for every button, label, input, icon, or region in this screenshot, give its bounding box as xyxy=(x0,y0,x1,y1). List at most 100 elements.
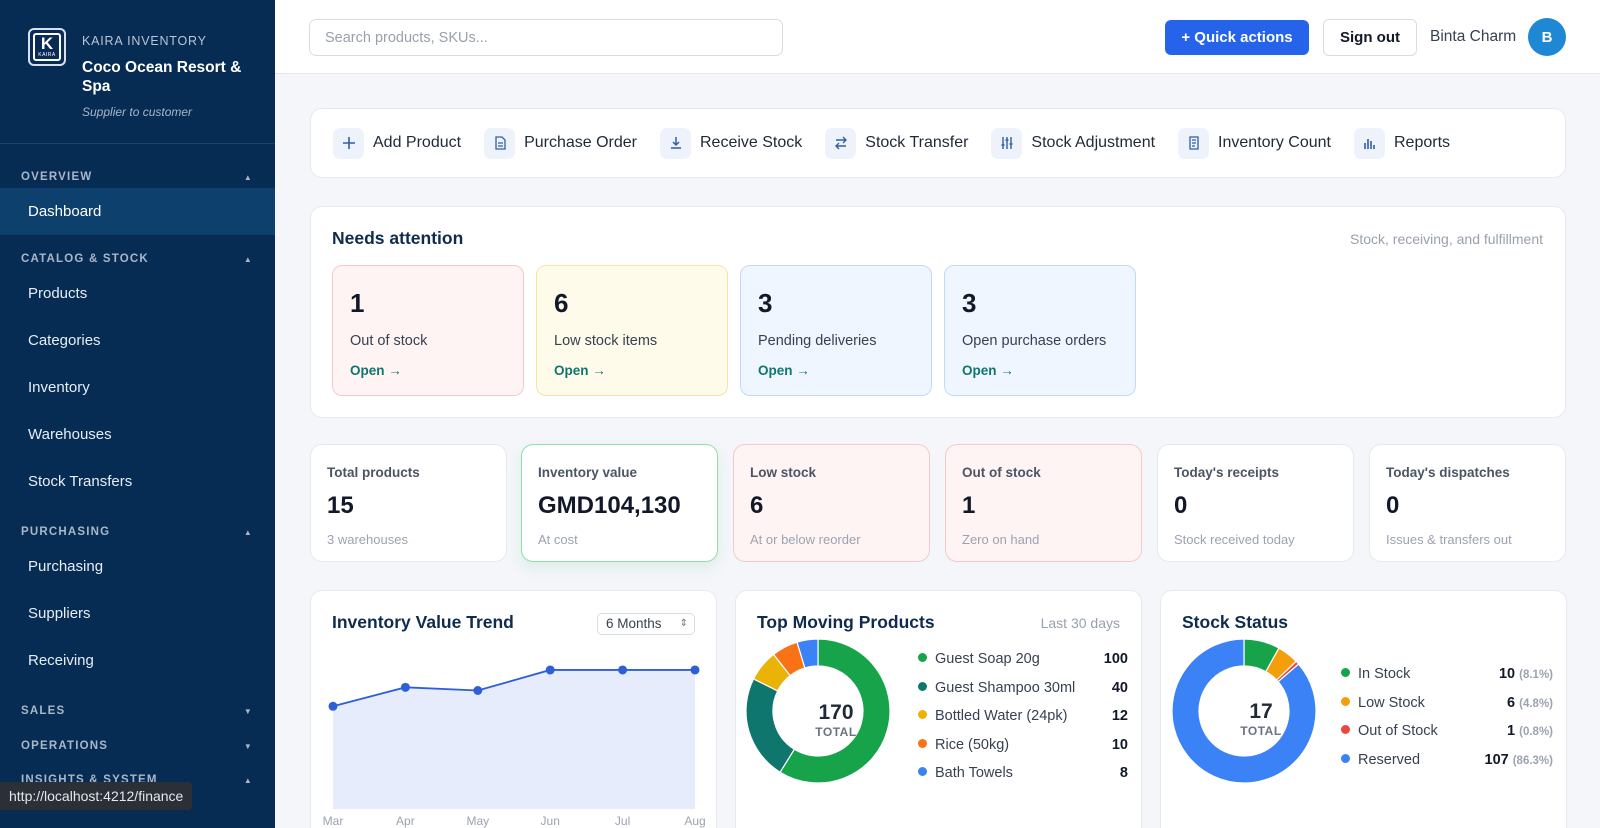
stock-adjustment-action[interactable]: Stock Adjustment xyxy=(991,127,1156,159)
chevron-updown-icon: ⇕ xyxy=(679,618,688,629)
legend-value: 8 xyxy=(1119,765,1128,781)
legend-item: Out of Stock xyxy=(1341,723,1438,739)
action-label: Stock Transfer xyxy=(865,134,969,151)
legend-value: 10 (8.1%) xyxy=(1498,666,1553,682)
stat-inventory-value[interactable]: Inventory value GMD104,130 At cost xyxy=(521,444,718,562)
inventory-value-trend-panel: Inventory Value Trend 6 Months ⇕ Mar Apr Ma… xyxy=(310,590,717,828)
trend-point xyxy=(545,665,555,675)
nav-section-sales[interactable]: SALES ▼ xyxy=(0,700,275,722)
trend-area xyxy=(333,669,695,809)
stat-subtitle: Zero on hand xyxy=(962,532,1040,547)
legend-label: Out of Stock xyxy=(1358,723,1438,739)
panel-title: Stock Status xyxy=(1182,612,1288,632)
legend-value: 1 (0.8%) xyxy=(1507,723,1553,739)
x-tick-label: Mar xyxy=(323,814,344,828)
sign-out-button[interactable]: Sign out xyxy=(1323,19,1417,56)
stat-value: 0 xyxy=(1386,492,1400,519)
legend-dot-icon xyxy=(1341,668,1350,677)
attention-card-low-stock[interactable]: 6 Low stock items Open → xyxy=(536,265,728,396)
panel-title: Inventory Value Trend xyxy=(332,612,514,632)
nav-section-purchasing[interactable]: PURCHASING ▲ xyxy=(0,521,275,543)
x-tick-label: Apr xyxy=(396,814,415,828)
sidebar-item-purchasing[interactable]: Purchasing xyxy=(28,558,104,575)
sidebar-item-products[interactable]: Products xyxy=(28,285,88,302)
legend-item: Guest Soap 20g xyxy=(918,651,1040,667)
purchase-order-action[interactable]: Purchase Order xyxy=(484,127,637,159)
trend-point xyxy=(690,665,700,675)
plus-icon xyxy=(333,127,364,159)
receive-stock-action[interactable]: Receive Stock xyxy=(660,127,802,159)
inventory-count-action[interactable]: Inventory Count xyxy=(1178,127,1331,159)
trend-point xyxy=(473,686,483,695)
legend-label: Reserved xyxy=(1358,751,1421,768)
stat-todays-receipts[interactable]: Today's receipts 0 Stock received today xyxy=(1157,444,1354,562)
range-select[interactable]: 6 Months ⇕ xyxy=(597,613,695,635)
attention-count: 3 xyxy=(758,288,773,318)
stat-out-of-stock[interactable]: Out of stock 1 Zero on hand xyxy=(945,444,1142,562)
legend-label: Guest Soap 20g xyxy=(935,651,1040,667)
clipboard-icon xyxy=(1178,127,1210,159)
stat-value: 15 xyxy=(327,492,354,519)
sidebar-item-inventory[interactable]: Inventory xyxy=(28,379,90,396)
panel-title: Needs attention xyxy=(332,228,464,248)
sidebar-item-suppliers[interactable]: Suppliers xyxy=(28,605,91,622)
legend-dot-icon xyxy=(918,710,927,719)
attention-card-open-purchase-orders[interactable]: 3 Open purchase orders Open → xyxy=(944,265,1136,396)
attention-card-out-of-stock[interactable]: 1 Out of stock Open → xyxy=(332,265,524,396)
nav-section-operations[interactable]: OPERATIONS ▼ xyxy=(0,735,275,757)
stat-label: Low stock xyxy=(750,465,817,480)
open-link[interactable]: Open → xyxy=(758,363,810,378)
legend-value: 6 (4.8%) xyxy=(1507,694,1553,711)
legend-label: Rice (50kg) xyxy=(935,736,1010,753)
stock-status-legend: In Stock 10 (8.1%) Low Stock 6 (4.8%) Out of S… xyxy=(1341,666,1553,796)
quick-actions-button[interactable]: + Quick actions xyxy=(1165,20,1309,55)
needs-attention-panel: Needs attention Stock, receiving, and fu… xyxy=(310,206,1566,418)
bar-chart-icon xyxy=(1354,127,1385,159)
open-link[interactable]: Open → xyxy=(962,363,1014,378)
attention-label: Out of stock xyxy=(350,333,428,349)
nav-section-catalog[interactable]: CATALOG & STOCK ▲ xyxy=(0,248,275,270)
legend-percent: (8.1%) xyxy=(1519,669,1553,681)
nav-section-overview[interactable]: OVERVIEW ▲ xyxy=(0,166,275,188)
legend-dot-icon xyxy=(918,653,927,662)
sidebar-item-dashboard[interactable]: Dashboard xyxy=(0,188,275,235)
legend-dot-icon xyxy=(918,681,927,691)
stat-subtitle: 3 warehouses xyxy=(327,532,408,547)
donut-total: 170 xyxy=(818,701,854,724)
open-link[interactable]: Open → xyxy=(554,363,606,378)
status-url-tooltip: http://localhost:4212/finance xyxy=(0,782,193,810)
open-link[interactable]: Open → xyxy=(350,363,402,378)
legend-dot-icon xyxy=(918,738,927,748)
quick-actions-bar: Add Product Purchase Order Receive Stock… xyxy=(310,108,1566,178)
attention-card-pending-deliveries[interactable]: 3 Pending deliveries Open → xyxy=(740,265,932,396)
add-product-action[interactable]: Add Product xyxy=(333,127,461,159)
top-moving-products-panel: Top Moving Products Last 30 days 170 TOT… xyxy=(735,590,1142,828)
stat-value: 1 xyxy=(962,492,976,519)
action-label: Stock Adjustment xyxy=(1031,134,1156,151)
legend-percent: (86.3%) xyxy=(1512,754,1553,767)
sidebar-item-warehouses[interactable]: Warehouses xyxy=(28,426,112,443)
sliders-icon xyxy=(991,127,1023,159)
sidebar-item-receiving[interactable]: Receiving xyxy=(28,652,94,669)
donut-slice xyxy=(779,638,891,784)
tenant-name: Coco Ocean Resort & Spa xyxy=(82,59,242,95)
stock-transfer-action[interactable]: Stock Transfer xyxy=(825,127,969,159)
sidebar-item-stock-transfers[interactable]: Stock Transfers xyxy=(28,473,133,490)
legend-dot-icon xyxy=(918,767,927,776)
legend-item: Reserved xyxy=(1341,752,1420,768)
kaira-logo: K KAIRA xyxy=(28,28,66,66)
stat-low-stock[interactable]: Low stock 6 At or below reorder xyxy=(733,444,930,562)
avatar[interactable]: B xyxy=(1528,18,1566,56)
reports-action[interactable]: Reports xyxy=(1354,127,1450,159)
legend-item: In Stock xyxy=(1341,666,1410,682)
brand: K KAIRA KAIRA INVENTORY Coco Ocean Resor… xyxy=(0,0,275,144)
section-label: PURCHASING xyxy=(21,526,111,538)
search-input[interactable] xyxy=(309,19,783,56)
legend-value: 107 (86.3%) xyxy=(1484,751,1553,768)
attention-label: Pending deliveries xyxy=(758,333,877,349)
attention-count: 1 xyxy=(350,288,365,318)
stat-todays-dispatches[interactable]: Today's dispatches 0 Issues & transfers … xyxy=(1369,444,1566,562)
stat-total-products[interactable]: Total products 15 3 warehouses xyxy=(310,444,507,562)
panel-subtitle: Last 30 days xyxy=(1040,615,1120,631)
sidebar-item-categories[interactable]: Categories xyxy=(28,332,101,349)
